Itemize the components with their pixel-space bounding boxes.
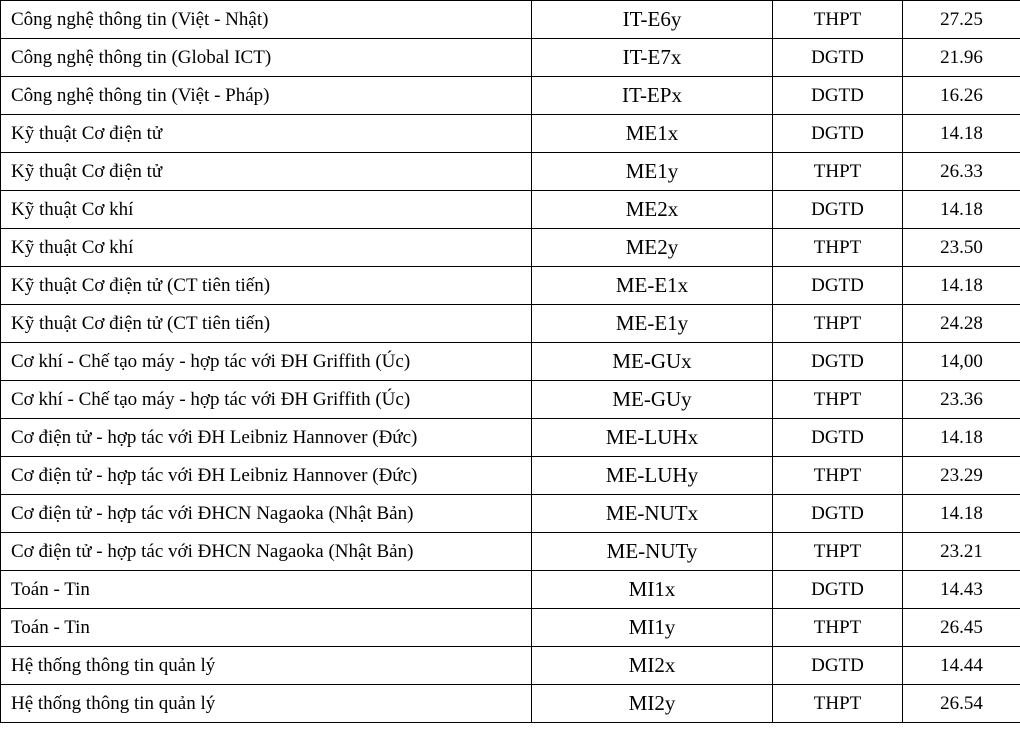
exam-group: THPT (773, 153, 903, 191)
table-row: Kỹ thuật Cơ điện tử (CT tiên tiến)ME-E1y… (1, 305, 1020, 343)
table-row: Cơ điện tử - hợp tác với ĐH Leibniz Hann… (1, 419, 1020, 457)
program-name: Kỹ thuật Cơ điện tử (CT tiên tiến) (1, 267, 532, 305)
program-code: ME-LUHy (532, 457, 773, 495)
table-row: Toán - TinMI1xDGTD14.43 (1, 571, 1020, 609)
program-code: ME2x (532, 191, 773, 229)
program-code: ME-NUTy (532, 533, 773, 571)
program-code: MI2y (532, 685, 773, 723)
program-name: Kỹ thuật Cơ khí (1, 191, 532, 229)
program-code: IT-E7x (532, 39, 773, 77)
exam-group: DGTD (773, 419, 903, 457)
score: 27.25 (903, 1, 1020, 39)
score: 24.28 (903, 305, 1020, 343)
program-name: Hệ thống thông tin quản lý (1, 647, 532, 685)
table-row: Cơ khí - Chế tạo máy - hợp tác với ĐH Gr… (1, 381, 1020, 419)
program-name: Cơ điện tử - hợp tác với ĐHCN Nagaoka (N… (1, 495, 532, 533)
program-name: Toán - Tin (1, 609, 532, 647)
table-row: Kỹ thuật Cơ điện tửME1yTHPT26.33 (1, 153, 1020, 191)
exam-group: DGTD (773, 495, 903, 533)
exam-group: DGTD (773, 39, 903, 77)
exam-group: DGTD (773, 343, 903, 381)
program-code: ME-GUy (532, 381, 773, 419)
program-name: Kỹ thuật Cơ khí (1, 229, 532, 267)
program-code: ME-GUx (532, 343, 773, 381)
table-row: Cơ điện tử - hợp tác với ĐHCN Nagaoka (N… (1, 533, 1020, 571)
score: 14.18 (903, 495, 1020, 533)
program-code: ME-E1y (532, 305, 773, 343)
score: 14.44 (903, 647, 1020, 685)
exam-group: THPT (773, 609, 903, 647)
score: 26.54 (903, 685, 1020, 723)
score: 14.18 (903, 419, 1020, 457)
program-name: Cơ điện tử - hợp tác với ĐH Leibniz Hann… (1, 419, 532, 457)
score: 23.50 (903, 229, 1020, 267)
exam-group: DGTD (773, 191, 903, 229)
exam-group: THPT (773, 685, 903, 723)
exam-group: THPT (773, 533, 903, 571)
exam-group: THPT (773, 305, 903, 343)
exam-group: THPT (773, 229, 903, 267)
table-row: Cơ khí - Chế tạo máy - hợp tác với ĐH Gr… (1, 343, 1020, 381)
table-row: Cơ điện tử - hợp tác với ĐH Leibniz Hann… (1, 457, 1020, 495)
program-code: IT-E6y (532, 1, 773, 39)
score: 26.45 (903, 609, 1020, 647)
exam-group: DGTD (773, 77, 903, 115)
table-row: Công nghệ thông tin (Global ICT)IT-E7xDG… (1, 39, 1020, 77)
exam-group: DGTD (773, 647, 903, 685)
program-name: Toán - Tin (1, 571, 532, 609)
program-name: Hệ thống thông tin quản lý (1, 685, 532, 723)
program-name: Cơ khí - Chế tạo máy - hợp tác với ĐH Gr… (1, 381, 532, 419)
score: 14,00 (903, 343, 1020, 381)
table-row: Công nghệ thông tin (Việt - Nhật)IT-E6yT… (1, 1, 1020, 39)
program-name: Cơ điện tử - hợp tác với ĐHCN Nagaoka (N… (1, 533, 532, 571)
table-row: Công nghệ thông tin (Việt - Pháp)IT-EPxD… (1, 77, 1020, 115)
program-code: ME-E1x (532, 267, 773, 305)
exam-group: THPT (773, 457, 903, 495)
table-row: Kỹ thuật Cơ điện tửME1xDGTD14.18 (1, 115, 1020, 153)
program-name: Công nghệ thông tin (Global ICT) (1, 39, 532, 77)
exam-group: DGTD (773, 571, 903, 609)
program-code: ME-NUTx (532, 495, 773, 533)
program-code: MI1y (532, 609, 773, 647)
program-code: ME1x (532, 115, 773, 153)
score: 14.43 (903, 571, 1020, 609)
program-code: MI2x (532, 647, 773, 685)
score: 23.36 (903, 381, 1020, 419)
exam-group: DGTD (773, 267, 903, 305)
program-code: ME1y (532, 153, 773, 191)
table-row: Kỹ thuật Cơ khíME2xDGTD14.18 (1, 191, 1020, 229)
table-row: Cơ điện tử - hợp tác với ĐHCN Nagaoka (N… (1, 495, 1020, 533)
program-code: IT-EPx (532, 77, 773, 115)
exam-group: THPT (773, 381, 903, 419)
program-name: Kỹ thuật Cơ điện tử (1, 115, 532, 153)
table-row: Kỹ thuật Cơ khíME2yTHPT23.50 (1, 229, 1020, 267)
table-row: Hệ thống thông tin quản lýMI2yTHPT26.54 (1, 685, 1020, 723)
program-name: Kỹ thuật Cơ điện tử (1, 153, 532, 191)
program-table: Công nghệ thông tin (Việt - Nhật)IT-E6yT… (0, 0, 1020, 723)
table-row: Toán - TinMI1yTHPT26.45 (1, 609, 1020, 647)
score: 14.18 (903, 115, 1020, 153)
program-code: MI1x (532, 571, 773, 609)
program-name: Cơ điện tử - hợp tác với ĐH Leibniz Hann… (1, 457, 532, 495)
score: 14.18 (903, 191, 1020, 229)
exam-group: THPT (773, 1, 903, 39)
program-code: ME2y (532, 229, 773, 267)
table-body: Công nghệ thông tin (Việt - Nhật)IT-E6yT… (1, 1, 1020, 723)
program-code: ME-LUHx (532, 419, 773, 457)
score: 21.96 (903, 39, 1020, 77)
program-name: Công nghệ thông tin (Việt - Nhật) (1, 1, 532, 39)
score: 23.29 (903, 457, 1020, 495)
program-name: Kỹ thuật Cơ điện tử (CT tiên tiến) (1, 305, 532, 343)
table-row: Hệ thống thông tin quản lýMI2xDGTD14.44 (1, 647, 1020, 685)
exam-group: DGTD (773, 115, 903, 153)
program-name: Công nghệ thông tin (Việt - Pháp) (1, 77, 532, 115)
program-name: Cơ khí - Chế tạo máy - hợp tác với ĐH Gr… (1, 343, 532, 381)
score: 14.18 (903, 267, 1020, 305)
table-row: Kỹ thuật Cơ điện tử (CT tiên tiến)ME-E1x… (1, 267, 1020, 305)
score: 26.33 (903, 153, 1020, 191)
score: 23.21 (903, 533, 1020, 571)
score: 16.26 (903, 77, 1020, 115)
